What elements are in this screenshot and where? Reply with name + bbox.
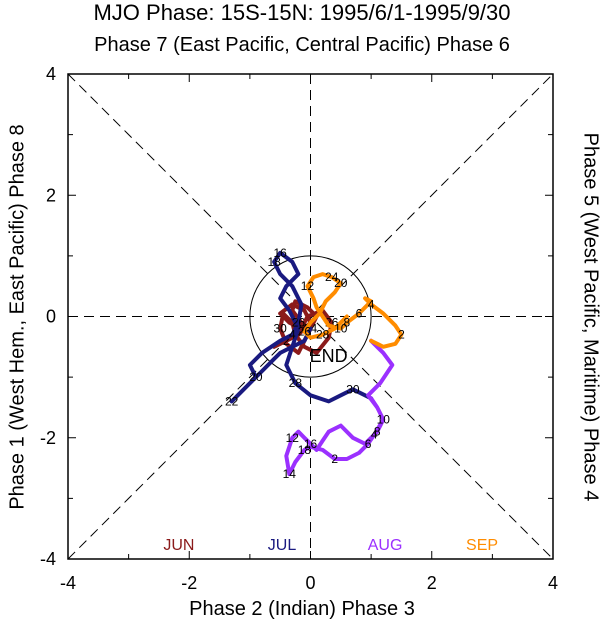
series-line-aug [284, 338, 395, 477]
day-label: 26 [292, 316, 306, 330]
day-label: 12 [301, 279, 315, 293]
day-label: 4 [368, 297, 375, 311]
day-label: 18 [298, 443, 312, 457]
end-label: END [310, 346, 348, 366]
day-label: 12 [286, 431, 300, 445]
day-label: 20 [334, 276, 348, 290]
legend-item-aug: AUG [368, 537, 403, 554]
unit-circle [249, 255, 372, 378]
day-label: 16 [304, 437, 318, 451]
day-label: 2 [398, 328, 405, 342]
y-tick-label: 0 [46, 307, 56, 327]
x-tick-label: -2 [181, 573, 197, 593]
series-line-jun [272, 299, 334, 355]
day-label: 10 [334, 322, 348, 336]
day-label: 6 [356, 306, 363, 320]
day-label: 26 [298, 325, 312, 339]
x-tick-label: -4 [60, 573, 76, 593]
day-label: 22 [225, 394, 239, 408]
chart-title: MJO Phase: 15S-15N: 1995/6/1-1995/9/30 [93, 0, 511, 25]
x-axis-label: Phase 2 (Indian) Phase 3 [189, 598, 415, 620]
day-label: 20 [249, 370, 263, 384]
y-tick-label: -4 [40, 549, 56, 569]
day-label: 4 [371, 428, 378, 442]
day-label: 16 [274, 246, 288, 260]
day-label: 28 [289, 376, 303, 390]
day-label: 6 [365, 437, 372, 451]
day-label: 4 [289, 328, 296, 342]
legend-item-sep: SEP [466, 537, 498, 554]
legend-item-jun: JUN [163, 537, 194, 554]
y-tick-label: 2 [46, 185, 56, 205]
legend-item-jul: JUL [268, 537, 297, 554]
series-line-sep [302, 272, 404, 349]
x-tick-label: 0 [305, 573, 315, 593]
y-tick-label: -2 [40, 428, 56, 448]
day-label: 8 [374, 425, 381, 439]
day-label: 10 [377, 413, 391, 427]
x-tick-label: 4 [548, 573, 558, 593]
day-label: 2 [331, 452, 338, 466]
day-label: 24 [325, 270, 339, 284]
day-label: 30 [274, 322, 288, 336]
day-label: 30 [346, 382, 360, 396]
day-label: 18 [267, 255, 281, 269]
day-label: 8 [344, 316, 351, 330]
day-label: 28 [316, 328, 330, 342]
chart-subtitle: Phase 7 (East Pacific, Central Pacific) … [94, 34, 510, 56]
day-label: 2 [283, 334, 290, 348]
day-label: 14 [283, 467, 297, 481]
x-tick-label: 2 [427, 573, 437, 593]
series-line-jul [229, 250, 374, 404]
y-tick-label: 4 [46, 64, 56, 84]
